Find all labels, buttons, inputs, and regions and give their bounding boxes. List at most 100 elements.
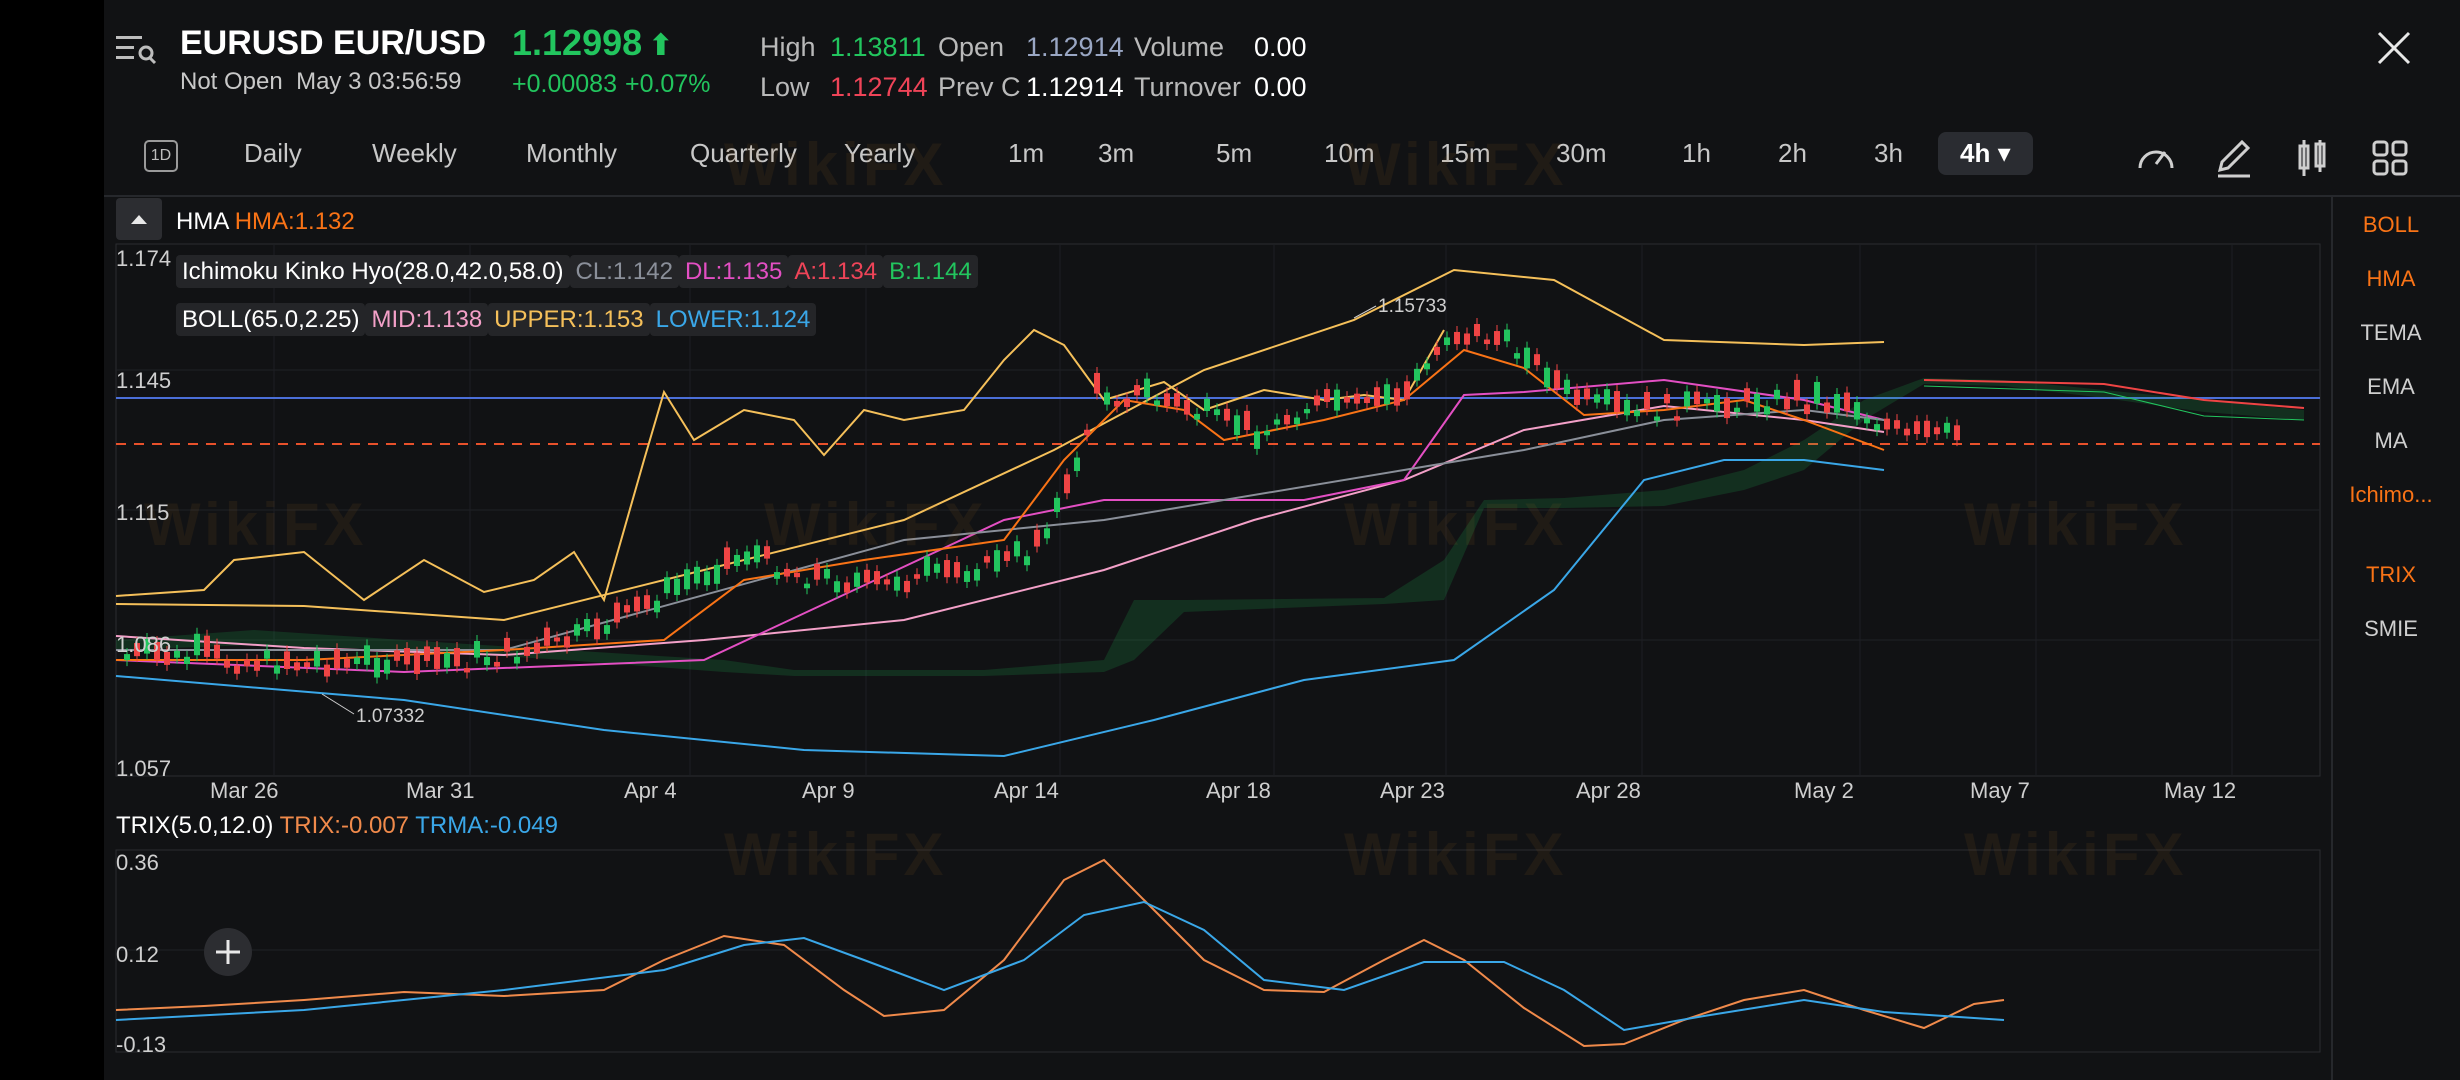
candle-body <box>344 658 350 668</box>
candle-body <box>304 662 310 668</box>
date-axis-label: Mar 26 <box>210 778 279 803</box>
low-value: 1.12744 <box>830 72 928 102</box>
candle-body <box>1184 400 1190 415</box>
candle-body <box>924 556 930 576</box>
candle-body <box>1274 419 1280 425</box>
candle-body <box>704 571 710 586</box>
candle-body <box>1424 363 1430 370</box>
last-price: 1.12998 ⬆ <box>512 22 673 64</box>
candle-body <box>604 625 610 634</box>
candle-body <box>444 653 450 668</box>
status-datetime: May 3 03:56:59 <box>296 68 462 95</box>
candle-body <box>324 664 330 677</box>
candle-body <box>1854 402 1860 420</box>
hma-value: HMA:1.132 <box>234 208 355 235</box>
max-price-marker <box>1353 305 1377 319</box>
candle-body <box>1324 389 1330 403</box>
side-indicator-hma[interactable]: HMA <box>2366 266 2416 291</box>
watermark-text: WikiFX <box>1344 491 1568 558</box>
menu-search-icon[interactable] <box>114 28 158 68</box>
period-15m[interactable]: 15m <box>1440 138 1491 168</box>
candle-body <box>1254 431 1260 449</box>
candle-body <box>964 571 970 582</box>
candle-body <box>1194 413 1200 420</box>
candle-body <box>744 551 750 565</box>
period-weekly[interactable]: Weekly <box>372 138 457 168</box>
candle-body <box>1934 427 1940 435</box>
period-2h[interactable]: 2h <box>1778 138 1807 168</box>
side-indicator-ichimo[interactable]: Ichimo... <box>2349 482 2433 507</box>
period-4h-label: 4h <box>1960 138 1991 168</box>
watermark-text: WikiFX <box>724 821 948 888</box>
boll-lower: LOWER:1.124 <box>649 303 817 336</box>
period-1m[interactable]: 1m <box>1008 138 1045 168</box>
open-label: Open <box>938 32 1005 62</box>
period-3m[interactable]: 3m <box>1098 138 1135 168</box>
grid-layout-icon[interactable] <box>2368 136 2412 180</box>
period-monthly[interactable]: Monthly <box>526 138 618 168</box>
side-indicator-ema[interactable]: EMA <box>2367 374 2415 399</box>
candle-type-icon[interactable] <box>2290 136 2334 180</box>
prevc-label: Prev C <box>938 72 1021 102</box>
period-bar: 1D Daily Weekly Monthly Quarterly Yearly 1m 3m… <box>104 128 2460 188</box>
turnover-label: Turnover <box>1134 72 1242 102</box>
side-indicator-tema[interactable]: TEMA <box>2360 320 2422 345</box>
candle-body <box>1774 389 1780 400</box>
period-quarterly[interactable]: Quarterly <box>690 138 797 168</box>
candle-body <box>994 550 1000 572</box>
side-indicator-trix[interactable]: TRIX <box>2365 562 2417 587</box>
candle-body <box>1284 414 1290 425</box>
period-daily[interactable]: Daily <box>244 138 302 168</box>
candle-body <box>1814 381 1820 404</box>
close-icon[interactable] <box>2374 28 2414 68</box>
candle-body <box>1414 368 1420 381</box>
one-day-toggle[interactable]: 1D <box>144 140 178 172</box>
period-4h[interactable]: 4h ▾ <box>1938 132 2033 175</box>
ichimoku-a: A:1.134 <box>788 255 884 288</box>
candle-body <box>714 564 720 584</box>
candle-body <box>1394 388 1400 406</box>
collapse-legend-button[interactable] <box>116 198 162 240</box>
candle-body <box>524 646 530 656</box>
candle-body <box>614 602 620 623</box>
period-30m[interactable]: 30m <box>1556 138 1607 168</box>
candle-body <box>474 640 480 658</box>
period-5m[interactable]: 5m <box>1216 138 1253 168</box>
candle-body <box>1804 404 1810 415</box>
candle-body <box>674 578 680 595</box>
ichimoku-b: B:1.144 <box>883 255 978 288</box>
candle-body <box>1494 331 1500 345</box>
price-axis-label: 1.145 <box>116 368 172 393</box>
candle-body <box>1484 339 1490 345</box>
period-3h[interactable]: 3h <box>1874 138 1903 168</box>
period-yearly[interactable]: Yearly <box>844 138 916 168</box>
candle-body <box>564 636 570 648</box>
candle-body <box>184 656 190 664</box>
candle-body <box>1464 333 1470 345</box>
date-axis-label: Apr 23 <box>1380 778 1445 803</box>
max-price-annotation: 1.15733 <box>1378 296 1447 317</box>
candle-body <box>1014 541 1020 557</box>
side-indicator-boll[interactable]: BOLL <box>2362 212 2420 237</box>
ichimoku-dl: DL:1.135 <box>678 255 789 288</box>
side-indicator-smie[interactable]: SMIE <box>2364 616 2418 641</box>
candle-body <box>594 618 600 640</box>
candle-body <box>814 563 820 580</box>
draw-pen-icon[interactable] <box>2212 136 2256 180</box>
candle-body <box>174 650 180 658</box>
gauge-icon[interactable] <box>2134 136 2178 180</box>
period-1h[interactable]: 1h <box>1682 138 1711 168</box>
candle-body <box>1844 392 1850 412</box>
add-indicator-button[interactable] <box>204 928 252 976</box>
hma-legend: HMA HMA:1.132 <box>176 208 355 236</box>
volume-value: 0.00 <box>1254 32 1307 62</box>
candle-body <box>194 633 200 656</box>
ichimoku-span-a <box>1923 379 2305 409</box>
candle-body <box>224 660 230 668</box>
candle-body <box>804 583 810 589</box>
change-pct: +0.07% <box>624 70 711 98</box>
volume-label: Volume <box>1134 32 1225 62</box>
side-indicator-ma[interactable]: MA <box>2374 428 2408 453</box>
candle-body <box>1634 410 1640 417</box>
period-10m[interactable]: 10m <box>1324 138 1375 168</box>
